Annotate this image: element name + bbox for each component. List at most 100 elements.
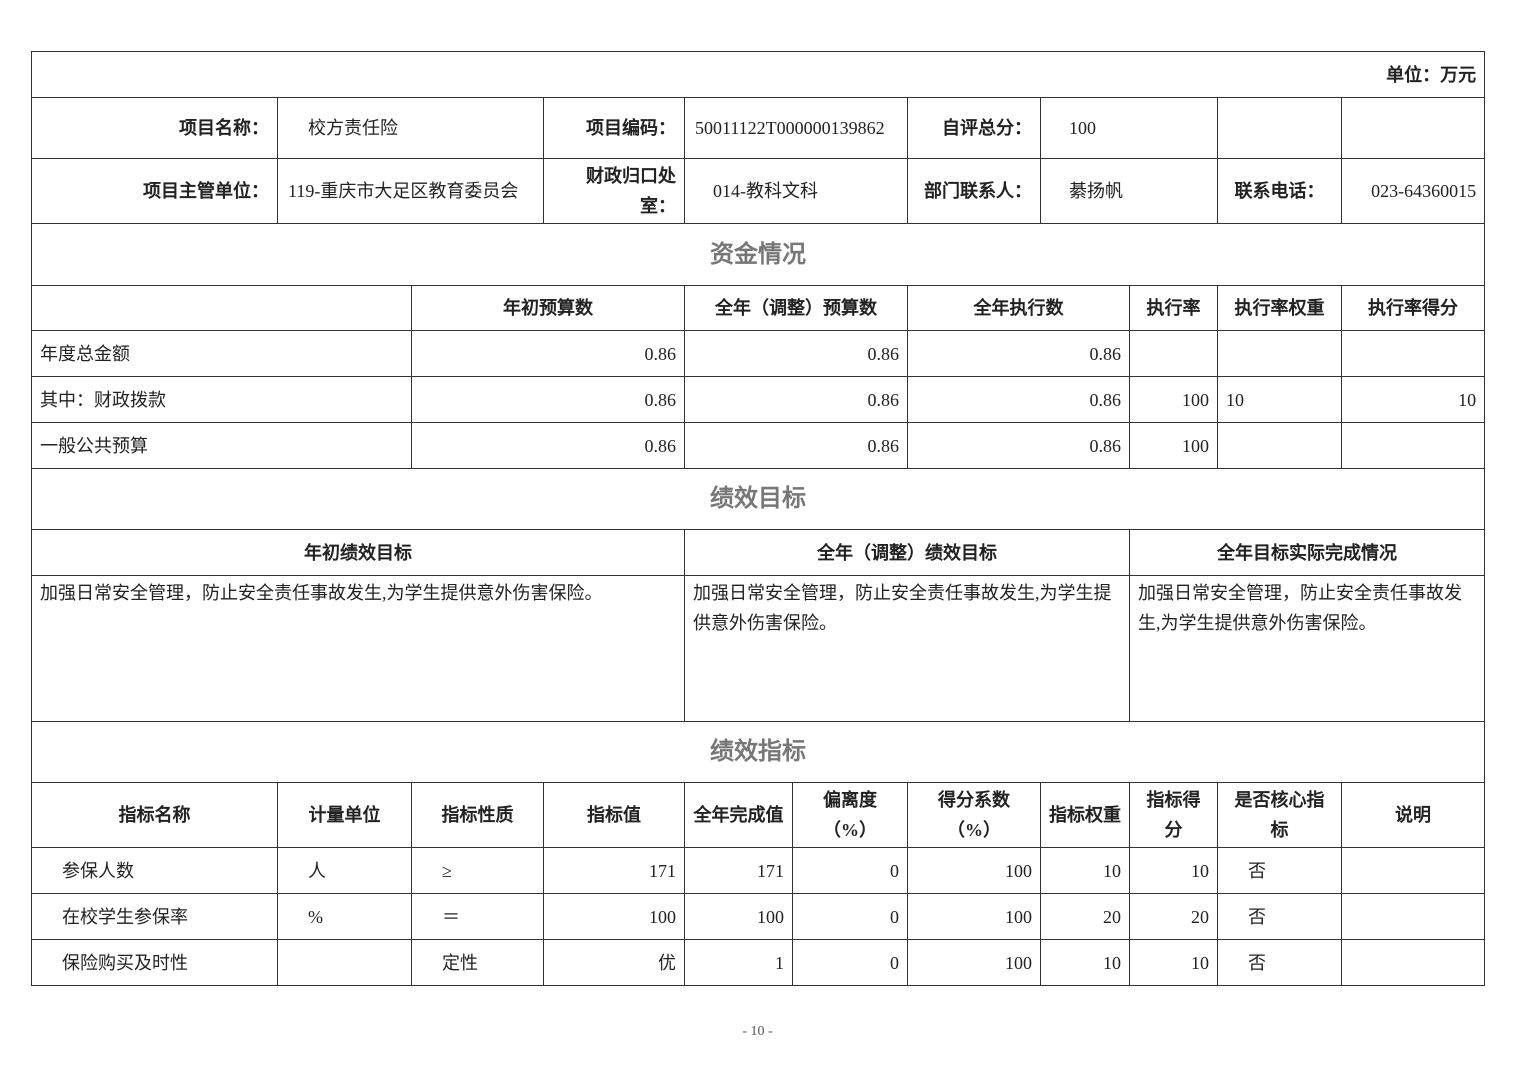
empty-cell bbox=[1340, 97, 1486, 159]
indicator-header: 指标名称 bbox=[31, 782, 278, 848]
funds-row: 其中：财政拨款 0.86 0.86 0.86 100 10 10 bbox=[31, 376, 1486, 423]
funds-cell: 0.86 bbox=[411, 376, 685, 423]
contact-label: 部门联系人： bbox=[907, 158, 1041, 224]
indicator-cell: ＝ bbox=[411, 893, 544, 940]
performance-self-evaluation-table: 单位：万元 项目名称： 校方责任险 项目编码： 50011122T0000001… bbox=[30, 51, 1486, 986]
goals-header: 全年目标实际完成情况 bbox=[1128, 529, 1486, 576]
indicator-cell: 20 bbox=[1129, 893, 1218, 940]
indicator-row: 保险购买及时性 定性优 1 0 100 10 10 否 bbox=[31, 939, 1486, 986]
funds-cell: 10 bbox=[1340, 376, 1486, 423]
indicator-cell bbox=[1340, 939, 1486, 986]
funds-cell: 0.86 bbox=[684, 376, 908, 423]
funds-cell: 0.86 bbox=[907, 422, 1130, 469]
score-label: 自评总分： bbox=[907, 97, 1041, 159]
funds-header: 执行率 bbox=[1129, 285, 1218, 331]
funds-header bbox=[31, 285, 412, 331]
empty-cell bbox=[1217, 97, 1342, 159]
indicator-cell: 100 bbox=[543, 893, 685, 940]
funds-cell: 0.86 bbox=[411, 330, 685, 377]
goals-header: 年初绩效目标 bbox=[31, 529, 685, 576]
funds-header: 执行率得分 bbox=[1340, 285, 1486, 331]
indicator-cell: 100 bbox=[907, 939, 1041, 986]
page-number: - 10 - bbox=[742, 1024, 773, 1039]
indicator-cell: 否 bbox=[1217, 893, 1342, 940]
funds-cell bbox=[1129, 330, 1218, 377]
funds-cell: 100 bbox=[1129, 376, 1218, 423]
funds-cell: 100 bbox=[1129, 422, 1218, 469]
indicator-header: 指标得分 bbox=[1129, 782, 1218, 848]
indicator-header: 得分系数（%） bbox=[907, 782, 1041, 848]
funds-section-title: 资金情况 bbox=[30, 223, 1486, 286]
funds-header: 年初预算数 bbox=[411, 285, 685, 331]
indicator-header: 指标权重 bbox=[1040, 782, 1130, 848]
project-name: 校方责任险 bbox=[277, 97, 544, 159]
indicator-cell: 在校学生参保率 bbox=[31, 893, 278, 940]
funds-row: 一般公共预算 0.86 0.86 0.86 100 bbox=[31, 422, 1486, 469]
indicator-cell: ≥ bbox=[411, 847, 544, 894]
indicator-cell: 10 bbox=[1129, 847, 1218, 894]
indicator-header: 是否核心指标 bbox=[1217, 782, 1342, 848]
funds-cell bbox=[1340, 422, 1486, 469]
indicator-cell: 100 bbox=[684, 893, 793, 940]
indicator-cell: 10 bbox=[1129, 939, 1218, 986]
indicator-header: 偏离度（%） bbox=[792, 782, 908, 848]
indicator-cell: 人 bbox=[277, 847, 412, 894]
indicator-cell bbox=[1340, 847, 1486, 894]
indicator-cell: 否 bbox=[1217, 939, 1342, 986]
indicator-cell: 100 bbox=[907, 893, 1041, 940]
phone: 023-64360015 bbox=[1340, 158, 1486, 224]
project-name-label: 项目名称： bbox=[31, 97, 278, 159]
funds-cell bbox=[1217, 422, 1342, 469]
indicator-cell: 0 bbox=[792, 893, 908, 940]
goals-header: 全年（调整）绩效目标 bbox=[684, 529, 1130, 576]
indicator-cell bbox=[277, 939, 412, 986]
indicator-header: 计量单位 bbox=[277, 782, 412, 848]
indicator-cell bbox=[1340, 893, 1486, 940]
total-score: 100 bbox=[1040, 97, 1218, 159]
funds-cell: 0.86 bbox=[411, 422, 685, 469]
project-code: 50011122T000000139862 bbox=[684, 97, 908, 159]
funds-cell bbox=[1217, 330, 1342, 377]
indicator-row: 在校学生参保率% ＝ 100 100 0 100 20 20 否 bbox=[31, 893, 1486, 940]
indicator-row: 参保人数人 ≥171 171 0 100 10 10 否 bbox=[31, 847, 1486, 894]
indicator-cell: 10 bbox=[1040, 847, 1130, 894]
funds-cell: 其中：财政拨款 bbox=[31, 376, 412, 423]
actual-completion: 加强日常安全管理，防止安全责任事故发生,为学生提供意外伤害保险。 bbox=[1128, 575, 1486, 722]
phone-label: 联系电话： bbox=[1217, 158, 1342, 224]
funds-cell: 0.86 bbox=[684, 330, 908, 377]
indicators-section-title: 绩效指标 bbox=[30, 721, 1486, 783]
finance-label: 财政归口处室： bbox=[543, 158, 685, 224]
unit-label: 单位：万元 bbox=[30, 51, 1486, 98]
adjusted-goal: 加强日常安全管理，防止安全责任事故发生,为学生提供意外伤害保险。 bbox=[684, 575, 1130, 722]
indicator-cell: 0 bbox=[792, 847, 908, 894]
indicator-cell: 171 bbox=[684, 847, 793, 894]
indicator-cell: 171 bbox=[543, 847, 685, 894]
indicator-cell: 定性 bbox=[411, 939, 544, 986]
funds-cell: 10 bbox=[1217, 376, 1342, 423]
funds-cell: 一般公共预算 bbox=[31, 422, 412, 469]
indicator-cell: 保险购买及时性 bbox=[31, 939, 278, 986]
funds-row: 年度总金额 0.86 0.86 0.86 bbox=[31, 330, 1486, 377]
indicator-cell: 0 bbox=[792, 939, 908, 986]
initial-goal: 加强日常安全管理，防止安全责任事故发生,为学生提供意外伤害保险。 bbox=[31, 575, 685, 722]
funds-header: 全年（调整）预算数 bbox=[684, 285, 908, 331]
funds-cell: 0.86 bbox=[907, 330, 1130, 377]
indicator-cell: 参保人数 bbox=[31, 847, 278, 894]
indicator-header: 指标性质 bbox=[411, 782, 544, 848]
indicator-header: 说明 bbox=[1340, 782, 1486, 848]
funds-cell bbox=[1340, 330, 1486, 377]
funds-header: 执行率权重 bbox=[1217, 285, 1342, 331]
funds-cell: 0.86 bbox=[684, 422, 908, 469]
dept: 119-重庆市大足区教育委员会 bbox=[277, 158, 544, 224]
indicator-cell: 20 bbox=[1040, 893, 1130, 940]
contact-person: 綦扬帆 bbox=[1040, 158, 1218, 224]
indicator-cell: 100 bbox=[907, 847, 1041, 894]
indicator-cell: 1 bbox=[684, 939, 793, 986]
indicator-header: 指标值 bbox=[543, 782, 685, 848]
funds-header: 全年执行数 bbox=[907, 285, 1130, 331]
goals-section-title: 绩效目标 bbox=[30, 468, 1486, 530]
funds-cell: 0.86 bbox=[907, 376, 1130, 423]
dept-label: 项目主管单位： bbox=[31, 158, 278, 224]
indicator-cell: % bbox=[277, 893, 412, 940]
indicator-cell: 10 bbox=[1040, 939, 1130, 986]
